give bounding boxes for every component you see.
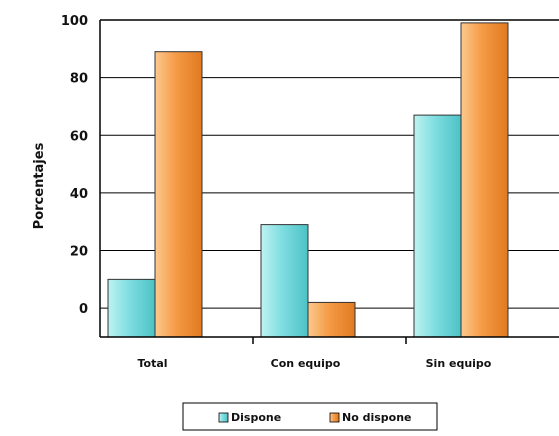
x-tick-label-sin-equipo: Sin equipo xyxy=(426,357,492,370)
bar-total-dispone xyxy=(107,278,156,338)
legend-swatch-dispone xyxy=(218,412,229,423)
legend-swatch-no-dispone xyxy=(329,412,340,423)
y-tick-label-0: 0 xyxy=(79,302,88,317)
bar-sin-equipo-no-dispone xyxy=(460,22,509,338)
y-tick-label-40: 40 xyxy=(70,187,88,202)
bar-con-equipo-dispone xyxy=(260,224,309,338)
legend: Dispone No dispone xyxy=(182,402,438,431)
bars xyxy=(107,22,509,338)
bar-sin-equipo-dispone xyxy=(413,114,462,338)
bar-con-equipo-no-dispone xyxy=(307,301,356,338)
y-tick-label-100: 100 xyxy=(61,14,88,29)
x-tick-label-con-equipo: Con equipo xyxy=(271,357,341,370)
y-tick-label-80: 80 xyxy=(70,72,88,87)
x-tick-label-total: Total xyxy=(137,357,167,370)
y-axis-title: Porcentajes xyxy=(32,142,47,229)
legend-label-dispone: Dispone xyxy=(231,411,281,424)
labels: 0 20 40 60 80 100 Total Con equipo Sin equipo xyxy=(61,14,492,370)
y-tick-label-60: 60 xyxy=(70,129,88,144)
bar-total-no-dispone xyxy=(154,51,203,338)
legend-label-no-dispone: No dispone xyxy=(342,411,412,424)
axes xyxy=(99,19,559,344)
y-tick-label-20: 20 xyxy=(70,245,88,260)
